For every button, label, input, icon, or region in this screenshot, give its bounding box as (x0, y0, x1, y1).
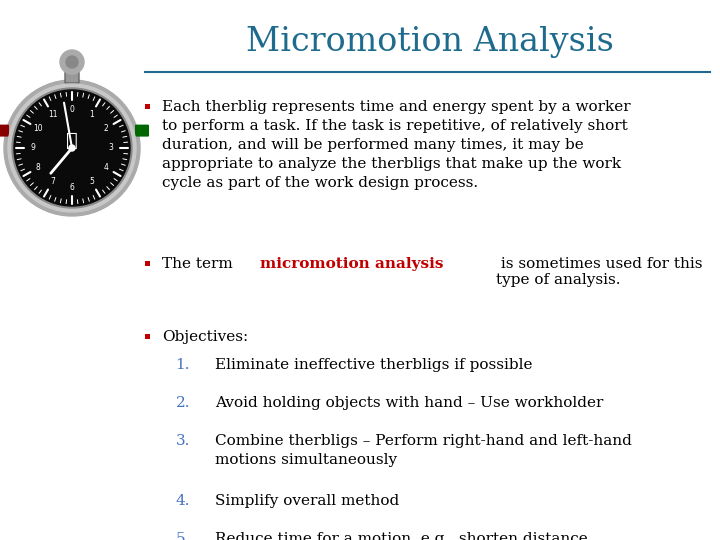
Text: Micromotion Analysis: Micromotion Analysis (246, 26, 614, 58)
Text: 5.: 5. (176, 532, 190, 540)
Bar (145, 104, 150, 109)
Circle shape (12, 88, 132, 208)
Circle shape (14, 90, 130, 206)
Text: Each therblig represents time and energy spent by a worker
to perform a task. If: Each therblig represents time and energy… (162, 100, 631, 190)
Text: 6: 6 (70, 183, 74, 192)
Text: Objectives:: Objectives: (162, 330, 248, 344)
Circle shape (4, 80, 140, 216)
FancyBboxPatch shape (0, 125, 9, 137)
Text: 3: 3 (109, 144, 114, 152)
Text: The term: The term (162, 257, 238, 271)
Text: 4: 4 (104, 163, 108, 172)
Bar (145, 260, 150, 266)
Text: micromotion analysis: micromotion analysis (260, 257, 443, 271)
Circle shape (8, 84, 136, 212)
Text: 4.: 4. (176, 494, 190, 508)
Text: ⛤: ⛤ (66, 131, 78, 150)
Text: 1: 1 (89, 110, 94, 119)
FancyBboxPatch shape (135, 125, 149, 137)
Text: Avoid holding objects with hand – Use workholder: Avoid holding objects with hand – Use wo… (215, 396, 603, 410)
Text: 8: 8 (36, 163, 40, 172)
Bar (145, 334, 150, 339)
Circle shape (69, 145, 75, 151)
Circle shape (60, 50, 84, 74)
Text: Eliminate ineffective therbligs if possible: Eliminate ineffective therbligs if possi… (215, 358, 533, 372)
Circle shape (66, 56, 78, 68)
Text: 0: 0 (70, 105, 74, 113)
Text: Reduce time for a motion, e.g., shorten distance: Reduce time for a motion, e.g., shorten … (215, 532, 588, 540)
Text: 1.: 1. (176, 358, 190, 372)
Text: is sometimes used for this
type of analysis.: is sometimes used for this type of analy… (496, 257, 703, 287)
Text: 11: 11 (48, 110, 58, 119)
Text: 3.: 3. (176, 434, 190, 448)
Text: 9: 9 (30, 144, 35, 152)
Text: 10: 10 (33, 124, 43, 133)
Text: Simplify overall method: Simplify overall method (215, 494, 400, 508)
Text: 2: 2 (104, 124, 108, 133)
Text: 7: 7 (50, 177, 55, 186)
FancyBboxPatch shape (65, 67, 79, 83)
Text: 2.: 2. (176, 396, 190, 410)
Text: Combine therbligs – Perform right-hand and left-hand
motions simultaneously: Combine therbligs – Perform right-hand a… (215, 434, 632, 467)
Text: 5: 5 (89, 177, 94, 186)
